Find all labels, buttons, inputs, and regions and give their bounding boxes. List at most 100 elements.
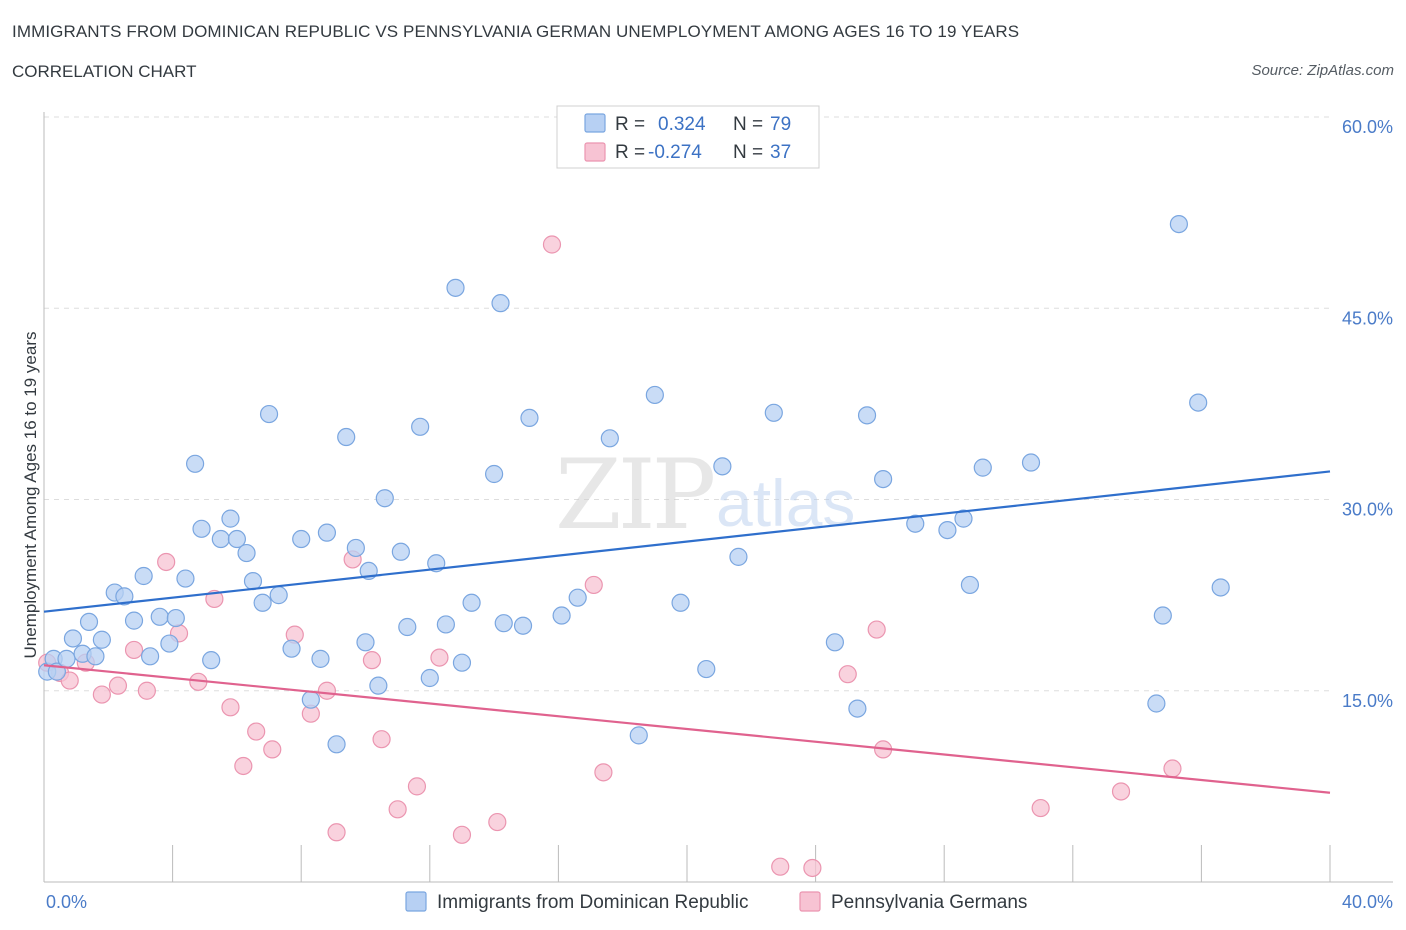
blue-point-39 — [369, 676, 388, 695]
trend-lines — [43, 470, 1331, 794]
pink-series-points — [38, 235, 1182, 878]
pink-point-33 — [838, 665, 857, 684]
pink-point-25 — [430, 648, 449, 667]
chart-title: IMMIGRANTS FROM DOMINICAN REPUBLIC VS PE… — [12, 22, 1020, 41]
blue-point-25 — [243, 571, 263, 591]
blue-point-79 — [1211, 578, 1230, 597]
blue-point-20 — [202, 651, 221, 670]
blue-point-44 — [420, 668, 439, 688]
blue-point-24 — [237, 543, 256, 563]
legend-r-label-1: R = — [615, 114, 645, 135]
blue-point-75 — [1147, 694, 1166, 713]
blue-point-10 — [115, 587, 134, 606]
pink-point-4 — [92, 685, 111, 704]
pink-point-28 — [542, 235, 562, 254]
pink-point-32 — [803, 858, 822, 878]
blue-point-21 — [211, 529, 230, 549]
y-tick-label-3: 60.0% — [1342, 117, 1393, 137]
pink-point-6 — [124, 640, 144, 660]
blue-point-23 — [227, 529, 246, 549]
blue-point-33 — [317, 523, 337, 542]
blue-point-71 — [954, 509, 973, 528]
pink-point-2 — [60, 671, 79, 690]
watermark-atlas: atlas — [716, 466, 855, 540]
blue-point-36 — [346, 538, 365, 558]
pink-point-21 — [362, 651, 382, 670]
blue-point-48 — [452, 653, 472, 672]
blue-point-51 — [491, 294, 510, 313]
blue-point-19 — [192, 519, 211, 538]
blue-point-74 — [1021, 453, 1041, 472]
blue-point-7 — [86, 647, 105, 666]
y-tick-label-2: 45.0% — [1342, 308, 1393, 328]
blue-point-52 — [494, 614, 513, 633]
blue-point-13 — [140, 647, 160, 666]
blue-point-35 — [337, 427, 356, 447]
pink-point-34 — [867, 620, 886, 639]
pink-point-37 — [1111, 782, 1131, 801]
legend-blue-swatch — [584, 113, 606, 133]
source-label: Source: ZipAtlas.com — [1251, 62, 1394, 79]
blue-point-14 — [150, 607, 169, 626]
blue-point-72 — [960, 575, 980, 595]
x-tick-label-0: 0.0% — [46, 892, 87, 912]
legend-r-value-1: 0.324 — [658, 114, 706, 135]
watermark: ZIP atlas — [555, 439, 855, 551]
blue-point-12 — [134, 566, 153, 586]
blue-point-26 — [253, 593, 272, 612]
pink-point-36 — [1031, 798, 1050, 818]
chart-subtitle: CORRELATION CHART — [12, 62, 197, 81]
blue-point-17 — [176, 569, 195, 588]
watermark-zip: ZIP — [555, 439, 714, 551]
bottom-legend: Immigrants from Dominican Republic Penns… — [405, 891, 1027, 913]
x-tick-label-1: 40.0% — [1342, 892, 1393, 912]
blue-point-42 — [398, 617, 417, 637]
blue-point-62 — [713, 457, 732, 476]
blue-point-16 — [166, 608, 185, 628]
blue-point-18 — [186, 454, 205, 473]
blue-point-65 — [825, 633, 844, 652]
blue-point-34 — [327, 735, 346, 754]
blue-point-54 — [520, 408, 539, 427]
pink-point-15 — [263, 740, 282, 759]
pink-point-29 — [584, 575, 603, 595]
y-axis-title: Unemployment Among Ages 16 to 19 years — [21, 332, 40, 659]
blue-point-29 — [282, 639, 301, 658]
blue-point-22 — [221, 509, 240, 528]
y-tick-label-1: 30.0% — [1342, 500, 1393, 520]
blue-point-55 — [552, 606, 571, 625]
pink-point-7 — [137, 681, 156, 700]
pink-point-30 — [594, 763, 613, 782]
blue-point-47 — [446, 278, 465, 297]
legend-pink-swatch — [584, 142, 606, 162]
blue-point-73 — [973, 458, 992, 477]
blue-point-64 — [764, 403, 783, 422]
blue-point-31 — [301, 690, 320, 709]
blue-point-69 — [906, 514, 925, 533]
blue-point-67 — [857, 406, 877, 425]
pink-point-5 — [108, 676, 128, 695]
axes — [43, 112, 1393, 883]
bottom-legend-pink-label: Pennsylvania Germans — [831, 892, 1027, 913]
legend-n-value-2: 37 — [770, 142, 791, 163]
legend-n-label-1: N = — [733, 114, 763, 135]
pink-point-38 — [1163, 759, 1182, 778]
blue-point-43 — [411, 417, 430, 436]
blue-point-59 — [645, 385, 664, 405]
blue-point-70 — [938, 520, 957, 540]
blue-point-57 — [600, 429, 619, 448]
pink-point-13 — [234, 756, 253, 776]
pink-point-24 — [407, 777, 427, 796]
y-tick-label-0: 15.0% — [1342, 691, 1393, 711]
pink-point-22 — [372, 730, 391, 749]
blue-point-61 — [697, 659, 716, 679]
blue-point-53 — [513, 616, 533, 635]
pink-point-14 — [247, 722, 266, 741]
blue-point-30 — [292, 529, 311, 549]
legend-n-value-1: 79 — [770, 114, 791, 135]
blue-point-11 — [124, 611, 144, 630]
pink-point-11 — [205, 589, 224, 609]
bottom-legend-blue-swatch — [405, 891, 427, 912]
pink-point-19 — [327, 823, 346, 842]
